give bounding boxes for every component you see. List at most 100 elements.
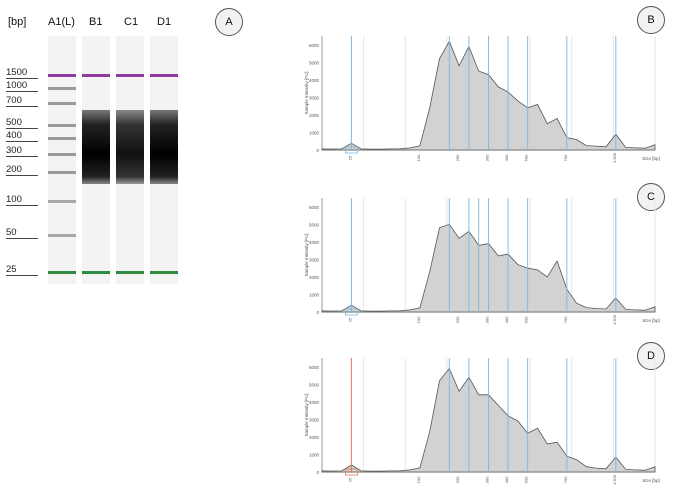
y-tick-label: 1000 xyxy=(309,130,320,135)
x-tick-label: 1,500 xyxy=(612,152,617,163)
panel-label-d: D xyxy=(637,342,665,370)
y-tick-label: 6000 xyxy=(309,205,320,210)
ladder-tick xyxy=(6,106,38,107)
sample-smear xyxy=(150,110,178,184)
x-tick-label: 300 xyxy=(485,476,490,483)
y-tick-label: 2000 xyxy=(309,113,320,118)
x-tick-label: 1,500 xyxy=(612,314,617,325)
ladder-label-25: 25 xyxy=(6,264,17,275)
x-tick-label: 1,500 xyxy=(612,474,617,485)
x-tick-label: 200 xyxy=(455,154,460,161)
x-tick-label: 100 xyxy=(416,476,421,483)
y-tick-label: 4000 xyxy=(309,400,320,405)
ladder-label-500: 500 xyxy=(6,117,22,128)
ladder-tick xyxy=(6,205,38,206)
x-tick-label: 25 xyxy=(347,317,352,322)
x-tick-label: 400 xyxy=(504,476,509,483)
sample-smear xyxy=(116,110,144,184)
y-tick-label: 5000 xyxy=(309,60,320,65)
y-tick-label: 6000 xyxy=(309,43,320,48)
upper-marker-band xyxy=(82,74,110,77)
x-tick-label: 700 xyxy=(563,316,568,323)
x-axis-label: Size [bp] xyxy=(642,318,660,323)
lane-d1 xyxy=(150,36,178,284)
marker-box xyxy=(344,468,358,476)
x-tick-label: 500 xyxy=(524,154,529,161)
y-tick-label: 1000 xyxy=(309,292,320,297)
upper-marker-band xyxy=(116,74,144,77)
lane-c1 xyxy=(116,36,144,284)
ladder-tick xyxy=(6,91,38,92)
electropherogram-c: 0 1000 2000 3000 4000 5000 6000 Sample Intensit… xyxy=(304,198,660,325)
ladder-band xyxy=(48,171,76,174)
ladder-tick xyxy=(6,275,38,276)
y-tick-label: 5000 xyxy=(309,222,320,227)
marker-box xyxy=(344,308,358,316)
x-tick-label: 500 xyxy=(524,476,529,483)
ladder-tick xyxy=(6,156,38,157)
ladder-band xyxy=(48,124,76,127)
y-tick-label: 3000 xyxy=(309,95,320,100)
y-tick-label: 0 xyxy=(316,310,319,315)
y-tick-label: 0 xyxy=(316,148,319,153)
ladder-tick xyxy=(6,238,38,239)
y-axis-label: Sample Intensity [FU] xyxy=(304,71,309,114)
panel-label-c: C xyxy=(637,183,665,211)
ladder-band xyxy=(48,137,76,140)
ladder-band xyxy=(48,234,76,237)
y-tick-label: 2000 xyxy=(309,435,320,440)
y-tick-label: 3000 xyxy=(309,417,320,422)
sample-smear xyxy=(82,110,110,184)
x-tick-label: 25 xyxy=(347,155,352,160)
y-axis-label: Sample Intensity [FU] xyxy=(304,233,309,276)
lower-marker-band xyxy=(116,271,144,274)
x-tick-label: 200 xyxy=(455,476,460,483)
upper-marker-band xyxy=(150,74,178,77)
lane-header-a1: A1(L) xyxy=(48,16,75,28)
ladder-tick xyxy=(6,128,38,129)
electropherogram-d: 0 1000 2000 3000 4000 5000 6000 Sample Intensit… xyxy=(304,358,660,485)
gel-image: [bp] A1(L) B1 C1 D1 1500 1000 700 500 40… xyxy=(0,0,190,300)
lane-header-c1: C1 xyxy=(124,16,139,28)
ladder-band xyxy=(48,200,76,203)
x-tick-label: 400 xyxy=(504,154,509,161)
lower-marker-band xyxy=(82,271,110,274)
y-tick-label: 0 xyxy=(316,470,319,475)
x-axis-label: Size [bp] xyxy=(642,156,660,161)
ladder-tick xyxy=(6,78,38,79)
ladder-band xyxy=(48,102,76,105)
marker-box xyxy=(344,146,358,154)
y-tick-label: 4000 xyxy=(309,78,320,83)
x-tick-label: 500 xyxy=(524,316,529,323)
panel-label-b: B xyxy=(637,6,665,34)
lane-header-d1: D1 xyxy=(157,16,172,28)
ladder-label-700: 700 xyxy=(6,95,22,106)
y-tick-label: 3000 xyxy=(309,257,320,262)
ladder-label-100: 100 xyxy=(6,194,22,205)
panel-label-a: A xyxy=(215,8,243,36)
y-tick-label: 4000 xyxy=(309,240,320,245)
ladder-tick xyxy=(6,141,38,142)
ladder-label-50: 50 xyxy=(6,227,17,238)
ladder-band xyxy=(48,87,76,90)
x-tick-label: 100 xyxy=(416,316,421,323)
x-tick-label: 200 xyxy=(455,316,460,323)
ladder-label-200: 200 xyxy=(6,164,22,175)
bp-unit-label: [bp] xyxy=(8,16,27,28)
electropherogram-b: 0 1000 2000 3000 4000 5000 6000 Sample Intensit… xyxy=(304,36,660,163)
ladder-label-400: 400 xyxy=(6,130,22,141)
x-tick-label: 400 xyxy=(504,316,509,323)
lower-marker-band xyxy=(48,271,76,274)
x-tick-label: 100 xyxy=(416,154,421,161)
x-tick-label: 700 xyxy=(563,476,568,483)
y-tick-label: 1000 xyxy=(309,452,320,457)
ladder-tick xyxy=(6,175,38,176)
upper-marker-band xyxy=(48,74,76,77)
x-axis-label: Size [bp] xyxy=(642,478,660,483)
lane-header-b1: B1 xyxy=(89,16,103,28)
y-tick-label: 2000 xyxy=(309,275,320,280)
y-tick-label: 6000 xyxy=(309,365,320,370)
x-tick-label: 700 xyxy=(563,154,568,161)
ladder-label-300: 300 xyxy=(6,145,22,156)
y-tick-label: 5000 xyxy=(309,382,320,387)
